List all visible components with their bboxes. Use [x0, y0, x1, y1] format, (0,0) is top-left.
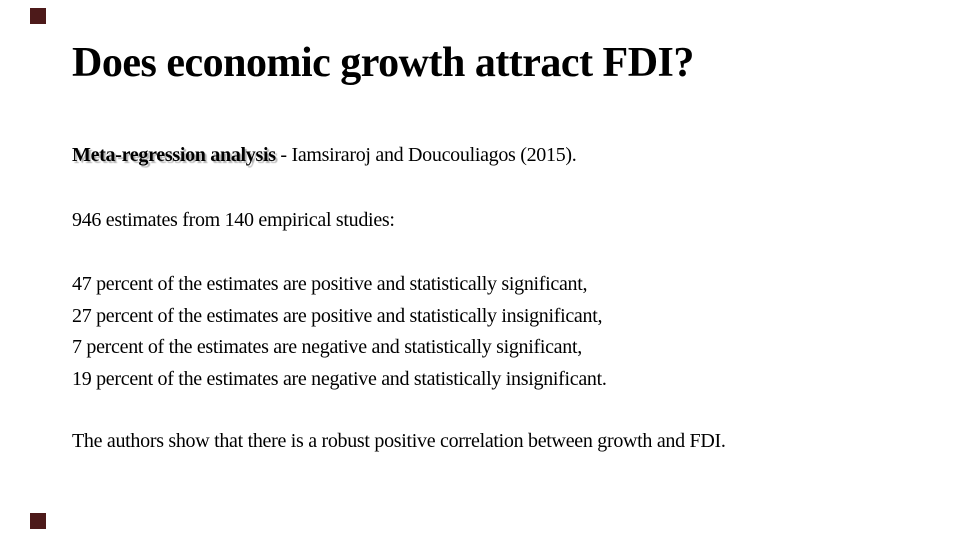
sample-size-line: 946 estimates from 140 empirical studies… — [72, 209, 395, 231]
reference-citation: - Iamsiraroj and Doucouliagos (2015). — [275, 144, 577, 166]
reference-line: Meta-regression analysis - Iamsiraroj an… — [72, 142, 892, 168]
reference-study-name: Meta-regression analysis — [72, 144, 276, 166]
findings-list: 47 percent of the estimates are positive… — [72, 269, 892, 395]
corner-accent-bottom-left — [30, 513, 46, 529]
finding-line-positive-insignificant: 27 percent of the estimates are positive… — [72, 304, 603, 327]
corner-accent-top-left — [30, 8, 46, 24]
finding-line-negative-significant: 7 percent of the estimates are negative … — [72, 336, 582, 358]
slide-title: Does economic growth attract FDI? — [72, 40, 694, 86]
finding-line-positive-significant: 47 percent of the estimates are positive… — [72, 273, 588, 295]
conclusion-line: The authors show that there is a robust … — [72, 430, 726, 452]
finding-line-negative-insignificant: 19 percent of the estimates are negative… — [72, 367, 607, 390]
